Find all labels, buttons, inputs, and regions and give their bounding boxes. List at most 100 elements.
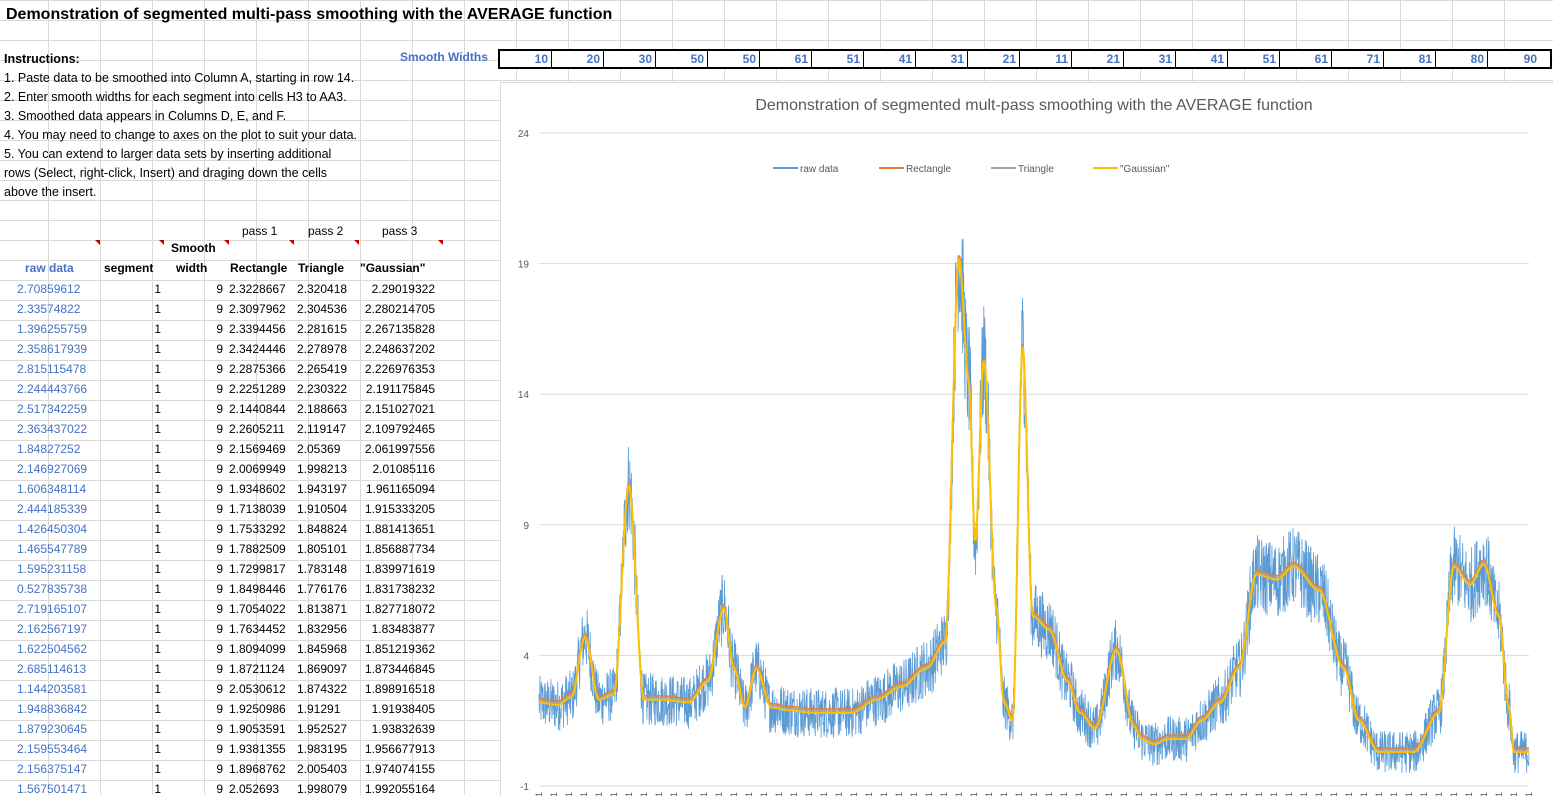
segment-cell[interactable]: 1 bbox=[154, 282, 161, 296]
rectangle-cell[interactable]: 2.1569469 bbox=[229, 442, 286, 456]
raw-data-cell[interactable]: 0.527835738 bbox=[17, 582, 88, 596]
width-cell[interactable]: 9 bbox=[216, 782, 223, 796]
rectangle-cell[interactable]: 1.8094099 bbox=[229, 642, 286, 656]
triangle-cell[interactable]: 1.91291 bbox=[297, 702, 341, 716]
triangle-cell[interactable]: 2.119147 bbox=[297, 422, 347, 436]
smooth-width-cell[interactable]: 50 bbox=[708, 51, 760, 67]
triangle-cell[interactable]: 1.869097 bbox=[297, 662, 348, 676]
width-cell[interactable]: 9 bbox=[216, 442, 223, 456]
segment-cell[interactable]: 1 bbox=[154, 682, 161, 696]
segment-cell[interactable]: 1 bbox=[154, 302, 161, 316]
segment-cell[interactable]: 1 bbox=[154, 322, 161, 336]
smooth-width-cell[interactable]: 21 bbox=[1072, 51, 1124, 67]
width-cell[interactable]: 9 bbox=[216, 462, 223, 476]
smooth-width-cell[interactable]: 51 bbox=[812, 51, 864, 67]
smooth-width-cell[interactable]: 31 bbox=[1124, 51, 1176, 67]
raw-data-cell[interactable]: 1.396255759 bbox=[17, 322, 88, 336]
width-cell[interactable]: 9 bbox=[216, 342, 223, 356]
gaussian-cell[interactable]: 1.915333205 bbox=[364, 502, 435, 516]
rectangle-cell[interactable]: 1.7634452 bbox=[229, 622, 286, 636]
triangle-cell[interactable]: 1.848824 bbox=[297, 522, 348, 536]
raw-data-cell[interactable]: 2.685114613 bbox=[17, 662, 87, 676]
smooth-width-cell[interactable]: 50 bbox=[656, 51, 708, 67]
width-cell[interactable]: 9 bbox=[216, 742, 223, 756]
triangle-cell[interactable]: 2.188663 bbox=[297, 402, 348, 416]
gaussian-cell[interactable]: 1.91938405 bbox=[371, 702, 435, 716]
smooth-width-cell[interactable]: 61 bbox=[1280, 51, 1332, 67]
raw-data-cell[interactable]: 1.879230645 bbox=[17, 722, 88, 736]
raw-data-cell[interactable]: 2.159553464 bbox=[17, 742, 88, 756]
width-cell[interactable]: 9 bbox=[216, 702, 223, 716]
rectangle-cell[interactable]: 2.3394456 bbox=[229, 322, 286, 336]
width-cell[interactable]: 9 bbox=[216, 582, 223, 596]
segment-cell[interactable]: 1 bbox=[154, 442, 161, 456]
raw-data-cell[interactable]: 2.815115478 bbox=[17, 362, 87, 376]
segment-cell[interactable]: 1 bbox=[154, 782, 161, 796]
segment-cell[interactable]: 1 bbox=[154, 542, 161, 556]
triangle-cell[interactable]: 1.813871 bbox=[297, 602, 348, 616]
raw-data-cell[interactable]: 1.622504562 bbox=[17, 642, 88, 656]
triangle-cell[interactable]: 1.776176 bbox=[297, 582, 348, 596]
chart-area[interactable]: Demonstration of segmented mult-pass smo… bbox=[500, 82, 1553, 801]
segment-cell[interactable]: 1 bbox=[154, 742, 161, 756]
rectangle-cell[interactable]: 1.8721124 bbox=[229, 662, 285, 676]
triangle-cell[interactable]: 2.320418 bbox=[297, 282, 348, 296]
gaussian-cell[interactable]: 2.191175845 bbox=[365, 382, 435, 396]
triangle-cell[interactable]: 2.05369 bbox=[297, 442, 341, 456]
segment-cell[interactable]: 1 bbox=[154, 522, 161, 536]
smooth-width-cell[interactable]: 31 bbox=[916, 51, 968, 67]
raw-data-cell[interactable]: 2.358617939 bbox=[17, 342, 88, 356]
width-cell[interactable]: 9 bbox=[216, 402, 223, 416]
triangle-cell[interactable]: 1.943197 bbox=[297, 482, 348, 496]
gaussian-cell[interactable]: 1.956677913 bbox=[364, 742, 435, 756]
triangle-cell[interactable]: 1.805101 bbox=[297, 542, 348, 556]
raw-data-cell[interactable]: 2.719165107 bbox=[17, 602, 88, 616]
width-cell[interactable]: 9 bbox=[216, 602, 223, 616]
smooth-width-cell[interactable]: 21 bbox=[968, 51, 1020, 67]
triangle-cell[interactable]: 1.983195 bbox=[297, 742, 348, 756]
width-cell[interactable]: 9 bbox=[216, 682, 223, 696]
width-cell[interactable]: 9 bbox=[216, 762, 223, 776]
segment-cell[interactable]: 1 bbox=[154, 762, 161, 776]
gaussian-cell[interactable]: 1.881413651 bbox=[364, 522, 435, 536]
raw-data-cell[interactable]: 2.33574822 bbox=[17, 302, 81, 316]
segment-cell[interactable]: 1 bbox=[154, 482, 161, 496]
gaussian-cell[interactable]: 1.839971619 bbox=[364, 562, 435, 576]
segment-cell[interactable]: 1 bbox=[154, 362, 161, 376]
segment-cell[interactable]: 1 bbox=[154, 642, 161, 656]
rectangle-cell[interactable]: 1.7533292 bbox=[229, 522, 286, 536]
segment-cell[interactable]: 1 bbox=[154, 602, 161, 616]
width-cell[interactable]: 9 bbox=[216, 302, 223, 316]
gaussian-cell[interactable]: 2.151027021 bbox=[364, 402, 435, 416]
triangle-cell[interactable]: 1.874322 bbox=[297, 682, 348, 696]
width-cell[interactable]: 9 bbox=[216, 562, 223, 576]
raw-data-cell[interactable]: 1.567501471 bbox=[17, 782, 88, 796]
width-cell[interactable]: 9 bbox=[216, 722, 223, 736]
gaussian-cell[interactable]: 2.267135828 bbox=[364, 322, 435, 336]
gaussian-cell[interactable]: 1.851219362 bbox=[364, 642, 435, 656]
rectangle-cell[interactable]: 2.0530612 bbox=[229, 682, 286, 696]
triangle-cell[interactable]: 2.278978 bbox=[297, 342, 348, 356]
rectangle-cell[interactable]: 2.2251289 bbox=[229, 382, 286, 396]
rectangle-cell[interactable]: 2.3424446 bbox=[229, 342, 286, 356]
smooth-width-cell[interactable]: 41 bbox=[1176, 51, 1228, 67]
segment-cell[interactable]: 1 bbox=[154, 342, 161, 356]
width-cell[interactable]: 9 bbox=[216, 502, 223, 516]
rectangle-cell[interactable]: 2.2605211 bbox=[229, 422, 285, 436]
rectangle-cell[interactable]: 1.7138039 bbox=[229, 502, 286, 516]
raw-data-cell[interactable]: 1.426450304 bbox=[17, 522, 88, 536]
rectangle-cell[interactable]: 1.7054022 bbox=[229, 602, 286, 616]
segment-cell[interactable]: 1 bbox=[154, 662, 161, 676]
segment-cell[interactable]: 1 bbox=[154, 702, 161, 716]
smooth-width-cell[interactable]: 51 bbox=[1228, 51, 1280, 67]
segment-cell[interactable]: 1 bbox=[154, 402, 161, 416]
width-cell[interactable]: 9 bbox=[216, 322, 223, 336]
triangle-cell[interactable]: 1.832956 bbox=[297, 622, 348, 636]
smooth-width-cell[interactable]: 20 bbox=[552, 51, 604, 67]
gaussian-cell[interactable]: 2.280214705 bbox=[364, 302, 435, 316]
width-cell[interactable]: 9 bbox=[216, 642, 223, 656]
triangle-cell[interactable]: 2.005403 bbox=[297, 762, 348, 776]
rectangle-cell[interactable]: 1.9250986 bbox=[229, 702, 286, 716]
triangle-cell[interactable]: 1.910504 bbox=[297, 502, 348, 516]
rectangle-cell[interactable]: 2.0069949 bbox=[229, 462, 286, 476]
